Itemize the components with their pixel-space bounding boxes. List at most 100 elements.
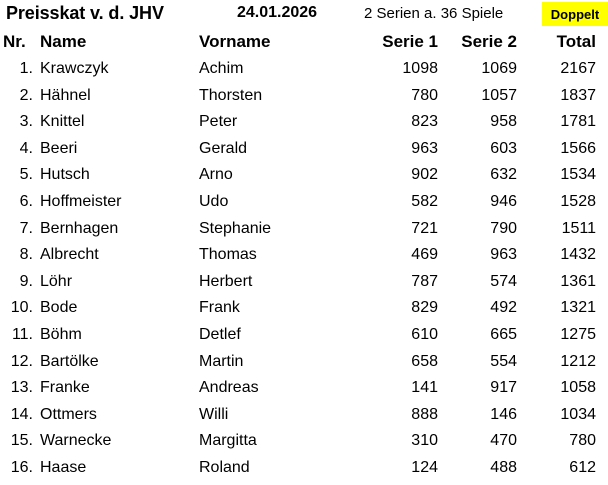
cell-total: 1781 — [560, 113, 596, 131]
cell-serie2: 946 — [490, 192, 517, 210]
cell-vorname: Margitta — [199, 432, 257, 450]
cell-vorname: Thorsten — [199, 86, 263, 104]
cell-serie2: 632 — [490, 166, 517, 184]
cell-total: 1212 — [560, 352, 596, 370]
cell-nr: 4. — [19, 139, 33, 157]
cell-nr: 6. — [19, 192, 33, 210]
table-row: 4. Beeri Gerald 963 603 1566 — [0, 138, 608, 165]
table-row: 8. Albrecht Thomas 469 963 1432 — [0, 244, 608, 271]
cell-vorname: Willi — [199, 405, 229, 423]
cell-total: 1058 — [560, 379, 596, 397]
table-row: 16. Haase Roland 124 488 612 — [0, 457, 608, 484]
cell-name: Hähnel — [40, 86, 91, 104]
table-row: 1. Krawczyk Achim 1098 1069 2167 — [0, 58, 608, 85]
cell-serie1: 829 — [411, 299, 438, 317]
column-header-nr: Nr. — [3, 32, 26, 51]
cell-name: Hoffmeister — [40, 192, 122, 210]
cell-vorname: Achim — [199, 60, 244, 77]
cell-total: 1034 — [560, 405, 596, 423]
column-header-vorname: Vorname — [199, 32, 271, 51]
cell-nr: 12. — [10, 352, 33, 370]
cell-serie2: 917 — [490, 379, 517, 397]
cell-nr: 9. — [19, 272, 33, 290]
cell-serie1: 888 — [411, 405, 438, 423]
cell-nr: 10. — [10, 299, 33, 317]
table-row: 5. Hutsch Arno 902 632 1534 — [0, 164, 608, 191]
cell-serie1: 1098 — [402, 60, 438, 77]
page-title: Preisskat v. d. JHV — [6, 3, 164, 23]
cell-name: Beeri — [40, 139, 78, 157]
cell-total: 2167 — [560, 60, 596, 77]
cell-total: 1432 — [560, 246, 596, 264]
cell-serie2: 554 — [490, 352, 517, 370]
cell-vorname: Stephanie — [199, 219, 272, 237]
cell-serie2: 146 — [490, 405, 517, 423]
cell-name: Bode — [40, 299, 78, 317]
column-header-total: Total — [556, 32, 596, 51]
column-header-serie1: Serie 1 — [382, 32, 438, 51]
cell-nr: 11. — [11, 325, 33, 343]
cell-nr: 3. — [19, 113, 33, 131]
cell-serie1: 582 — [411, 192, 438, 210]
cell-vorname: Herbert — [199, 272, 253, 290]
cell-serie2: 958 — [490, 113, 517, 131]
cell-vorname: Martin — [199, 352, 244, 370]
cell-serie1: 963 — [411, 139, 438, 157]
cell-serie2: 665 — [490, 325, 517, 343]
cell-serie1: 787 — [411, 272, 438, 290]
table-row: 12. Bartölke Martin 658 554 1212 — [0, 351, 608, 378]
cell-name: Löhr — [40, 272, 73, 290]
cell-serie1: 658 — [411, 352, 438, 370]
cell-serie1: 124 — [411, 458, 438, 476]
cell-serie2: 574 — [490, 272, 517, 290]
cell-vorname: Roland — [199, 458, 250, 476]
cell-vorname: Peter — [199, 113, 238, 131]
cell-name: Ottmers — [40, 405, 97, 423]
cell-name: Franke — [40, 379, 90, 397]
cell-total: 1361 — [560, 272, 596, 290]
sheet-title-row: Preisskat v. d. JHV 24.01.2026 2 Serien … — [0, 0, 608, 28]
cell-vorname: Detlef — [199, 325, 241, 343]
column-header-serie2: Serie 2 — [461, 32, 517, 51]
cell-nr: 2. — [19, 86, 33, 104]
cell-serie2: 963 — [490, 246, 517, 264]
table-row: 6. Hoffmeister Udo 582 946 1528 — [0, 191, 608, 218]
cell-serie2: 790 — [490, 219, 517, 237]
doppelt-badge: Doppelt — [542, 2, 608, 26]
cell-serie2: 492 — [490, 299, 517, 317]
cell-total: 1837 — [560, 86, 596, 104]
cell-nr: 1. — [19, 60, 33, 77]
cell-vorname: Arno — [199, 166, 233, 184]
cell-nr: 15. — [10, 432, 33, 450]
table-row: 11. Böhm Detlef 610 665 1275 — [0, 324, 608, 351]
cell-serie1: 469 — [411, 246, 438, 264]
cell-name: Krawczyk — [40, 60, 109, 77]
cell-total: 1528 — [560, 192, 596, 210]
table-row: 13. Franke Andreas 141 917 1058 — [0, 377, 608, 404]
cell-total: 612 — [569, 458, 596, 476]
cell-name: Bernhagen — [40, 219, 119, 237]
cell-serie1: 902 — [411, 166, 438, 184]
cell-serie2: 603 — [490, 139, 517, 157]
cell-nr: 14. — [10, 405, 33, 423]
cell-serie1: 610 — [411, 325, 438, 343]
cell-serie1: 310 — [411, 432, 438, 450]
cell-nr: 5. — [19, 166, 33, 184]
cell-total: 1534 — [560, 166, 596, 184]
cell-vorname: Thomas — [199, 246, 257, 264]
column-header-name: Name — [40, 32, 87, 51]
cell-nr: 16. — [10, 458, 33, 476]
cell-serie2: 470 — [490, 432, 517, 450]
cell-serie1: 780 — [411, 86, 438, 104]
cell-total: 1275 — [560, 325, 596, 343]
cell-name: Haase — [40, 458, 87, 476]
cell-name: Böhm — [40, 325, 82, 343]
cell-name: Bartölke — [40, 352, 99, 370]
cell-serie2: 1057 — [481, 86, 517, 104]
cell-vorname: Udo — [199, 192, 229, 210]
cell-nr: 7. — [19, 219, 33, 237]
cell-serie1: 141 — [411, 379, 438, 397]
cell-total: 1321 — [560, 299, 596, 317]
cell-total: 1566 — [560, 139, 596, 157]
